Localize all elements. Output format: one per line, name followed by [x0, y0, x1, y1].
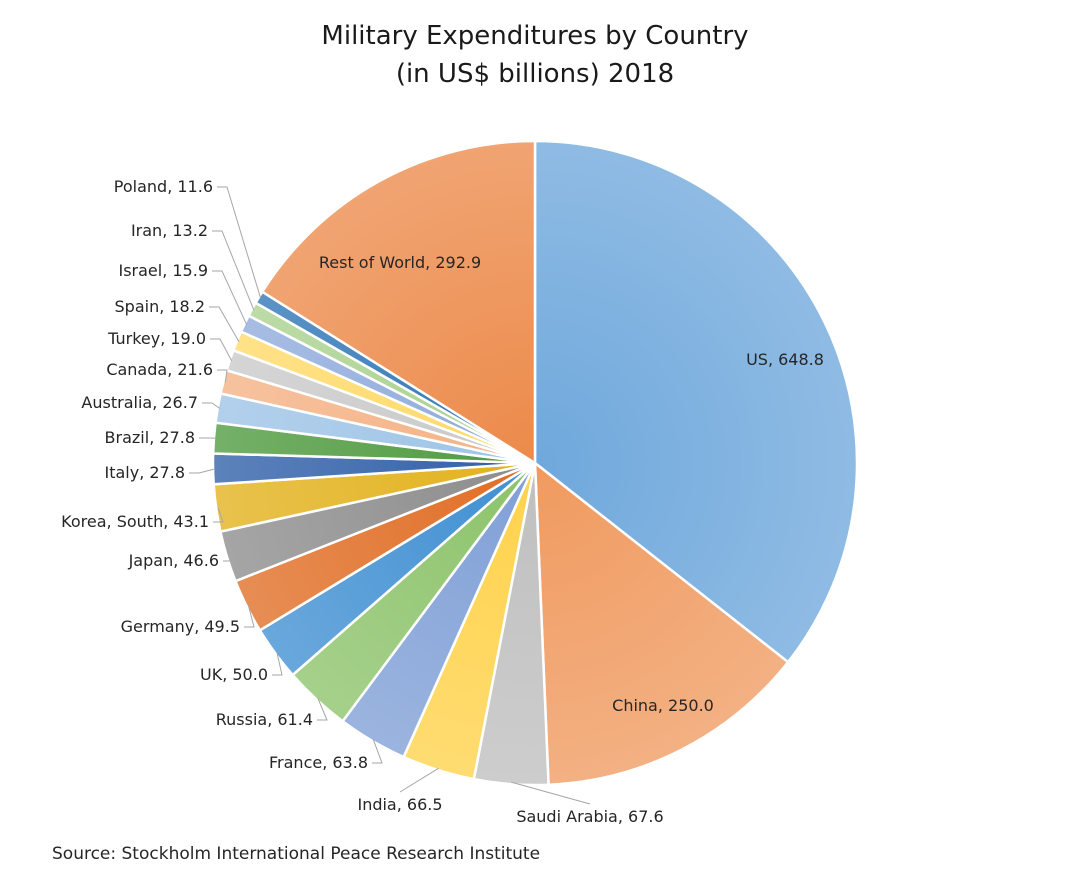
slice-label-us: US, 648.8 — [746, 350, 824, 369]
leader-line-poland — [217, 186, 262, 299]
source-note: Source: Stockholm International Peace Re… — [52, 844, 540, 864]
leader-lines — [189, 186, 591, 805]
chart-title-line-2: (in US$ billions) 2018 — [396, 59, 674, 89]
leader-line-israel — [212, 270, 248, 325]
pie-slices — [211, 139, 859, 787]
slice-label-italy: Italy, 27.8 — [104, 463, 185, 482]
slice-label-india: India, 66.5 — [357, 795, 442, 814]
leader-line-australia — [202, 402, 220, 409]
pie-slice-rest-of-world — [260, 139, 537, 466]
leader-line-italy — [189, 468, 216, 474]
slice-label-china: China, 250.0 — [612, 696, 714, 715]
leader-line-korea-south — [213, 507, 224, 523]
slice-label-turkey: Turkey, 19.0 — [107, 329, 206, 348]
slice-label-canada: Canada, 21.6 — [106, 360, 213, 379]
slice-label-brazil: Brazil, 27.8 — [105, 428, 195, 447]
leader-line-spain — [209, 306, 240, 342]
slice-label-israel: Israel, 15.9 — [118, 261, 208, 280]
slice-labels: US, 648.8 China, 250.0 Saudi Arabia, 67.6 I… — [61, 177, 824, 826]
slice-label-japan: Japan, 46.6 — [128, 551, 219, 570]
slice-label-france: France, 63.8 — [269, 753, 368, 772]
slice-label-uk: UK, 50.0 — [200, 665, 268, 684]
leader-line-germany — [244, 605, 255, 628]
slice-label-rest-of-world: Rest of World, 292.9 — [319, 253, 481, 272]
pie-slice-us — [533, 139, 859, 664]
slice-label-australia: Australia, 26.7 — [81, 393, 198, 412]
slice-label-saudi-arabia: Saudi Arabia, 67.6 — [516, 807, 663, 826]
leader-line-france — [372, 738, 383, 764]
leader-line-india — [399, 767, 439, 793]
leader-line-russia — [317, 697, 328, 721]
chart-title-line-1: Military Expenditures by Country — [321, 21, 748, 51]
leader-line-uk — [272, 652, 283, 676]
leader-line-iran — [212, 230, 255, 311]
leader-line-japan — [223, 555, 235, 562]
pie-slice-china — [533, 460, 790, 787]
slice-label-russia: Russia, 61.4 — [216, 710, 313, 729]
slice-label-spain: Spain, 18.2 — [115, 297, 206, 316]
slice-label-germany: Germany, 49.5 — [121, 617, 240, 636]
leader-line-turkey — [210, 338, 233, 362]
leader-line-canada — [217, 369, 228, 383]
slice-label-iran: Iran, 13.2 — [131, 221, 208, 240]
slice-label-korea-south: Korea, South, 43.1 — [61, 512, 209, 531]
leader-line-saudi-arabia — [511, 781, 591, 805]
slice-label-poland: Poland, 11.6 — [114, 177, 213, 196]
